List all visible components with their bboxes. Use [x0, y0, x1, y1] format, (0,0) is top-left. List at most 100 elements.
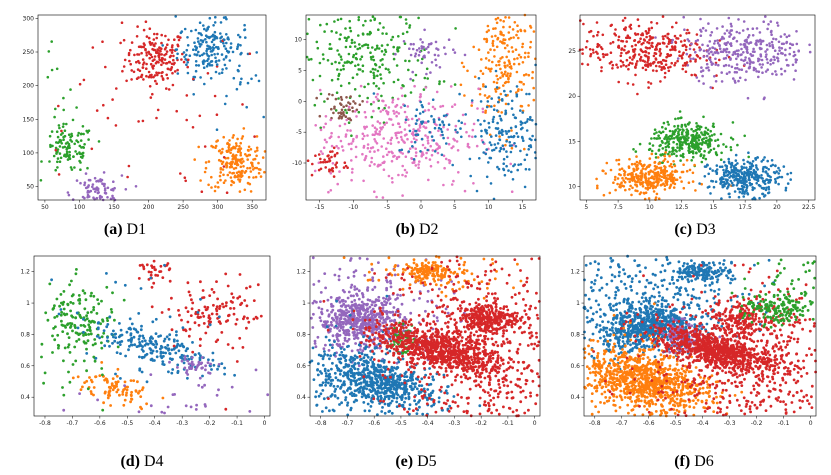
data-point-orange	[507, 80, 510, 84]
data-point-red	[187, 334, 191, 338]
data-point-purple	[736, 55, 740, 58]
data-point-orange	[263, 170, 266, 174]
data-point-red	[191, 350, 195, 354]
data-point-green	[100, 346, 104, 350]
data-point-red	[160, 63, 163, 67]
data-point-orange	[495, 45, 499, 49]
data-point-red	[319, 157, 322, 161]
data-point-blue	[186, 354, 189, 358]
data-point-red	[651, 41, 654, 45]
data-point-orange	[226, 156, 230, 160]
data-point-blue	[171, 368, 175, 371]
data-point-blue	[492, 108, 496, 111]
data-point-green	[78, 297, 81, 301]
data-point-green	[68, 156, 71, 159]
data-point-blue	[751, 188, 754, 192]
data-point-green	[658, 130, 661, 134]
data-point-orange	[500, 71, 504, 74]
data-point-orange	[693, 163, 696, 167]
data-point-blue	[501, 130, 505, 133]
data-point-orange	[216, 181, 220, 184]
data-point-blue	[105, 339, 109, 343]
data-point-blue	[113, 339, 117, 343]
data-point-red	[102, 103, 105, 107]
data-point-red	[248, 52, 252, 55]
data-point-green	[60, 301, 63, 305]
data-point-green	[390, 38, 393, 42]
data-point-green	[369, 102, 373, 106]
data-point-red	[165, 50, 169, 53]
data-point-red	[141, 58, 145, 61]
data-point-orange	[508, 65, 512, 69]
data-point-blue	[725, 164, 729, 168]
data-point-red	[684, 70, 688, 73]
data-point-red	[224, 304, 228, 308]
data-point-orange	[673, 164, 677, 168]
data-point-blue	[490, 97, 494, 100]
data-point-blue	[505, 132, 509, 135]
data-point-orange	[489, 48, 492, 51]
data-point-orange	[218, 174, 222, 178]
data-point-green	[672, 137, 676, 140]
data-point-purple	[358, 256, 362, 260]
data-point-blue	[239, 44, 242, 47]
data-point-green	[87, 138, 90, 141]
data-point-pink	[391, 98, 395, 101]
data-point-orange	[240, 169, 244, 173]
data-point-purple	[758, 31, 762, 34]
data-point-red	[326, 154, 330, 158]
data-point-blue	[509, 90, 512, 93]
data-point-blue	[186, 71, 190, 75]
data-point-purple	[788, 52, 791, 56]
data-point-purple	[423, 28, 426, 32]
data-point-pink	[330, 144, 334, 148]
data-point-blue	[789, 171, 793, 175]
data-point-orange	[126, 385, 129, 389]
data-point-blue	[195, 53, 199, 56]
data-point-green	[333, 20, 336, 23]
data-point-orange	[499, 76, 502, 80]
data-point-green	[59, 293, 63, 296]
data-point-green	[58, 145, 62, 148]
data-point-red	[647, 52, 651, 55]
data-point-red	[136, 25, 139, 28]
data-point-orange	[663, 184, 667, 187]
data-point-orange	[655, 166, 658, 169]
data-point-purple	[785, 35, 789, 39]
data-point-red	[153, 44, 156, 48]
data-point-purple	[381, 306, 385, 310]
data-point-orange	[641, 164, 644, 168]
data-point-blue	[464, 113, 468, 116]
data-point-purple	[429, 42, 433, 46]
data-point-blue	[524, 121, 527, 125]
data-point-red	[156, 108, 160, 112]
data-point-pink	[444, 157, 448, 161]
data-point-red	[598, 44, 601, 47]
data-point-purple	[254, 368, 258, 372]
data-point-red	[215, 309, 219, 313]
data-point-green	[369, 51, 372, 54]
data-point-pink	[410, 140, 413, 144]
data-point-red	[123, 58, 127, 62]
data-point-red	[164, 46, 168, 49]
data-point-orange	[193, 158, 196, 161]
data-point-blue	[218, 72, 221, 75]
data-point-orange	[532, 98, 536, 102]
data-point-purple	[444, 52, 447, 56]
data-point-red	[152, 281, 156, 285]
data-point-green	[347, 81, 351, 85]
data-point-blue	[114, 332, 117, 336]
data-point-green	[105, 285, 109, 289]
data-point-purple	[370, 329, 374, 333]
data-point-green	[85, 369, 88, 373]
data-point-pink	[373, 190, 376, 193]
data-point-green	[65, 148, 68, 151]
data-point-green	[313, 103, 317, 107]
data-point-orange	[631, 186, 634, 190]
data-point-purple	[87, 184, 90, 187]
data-point-purple	[733, 50, 737, 54]
data-point-red	[626, 34, 630, 37]
data-point-orange	[482, 84, 485, 88]
data-point-blue	[177, 349, 181, 353]
data-point-purple	[795, 58, 798, 62]
